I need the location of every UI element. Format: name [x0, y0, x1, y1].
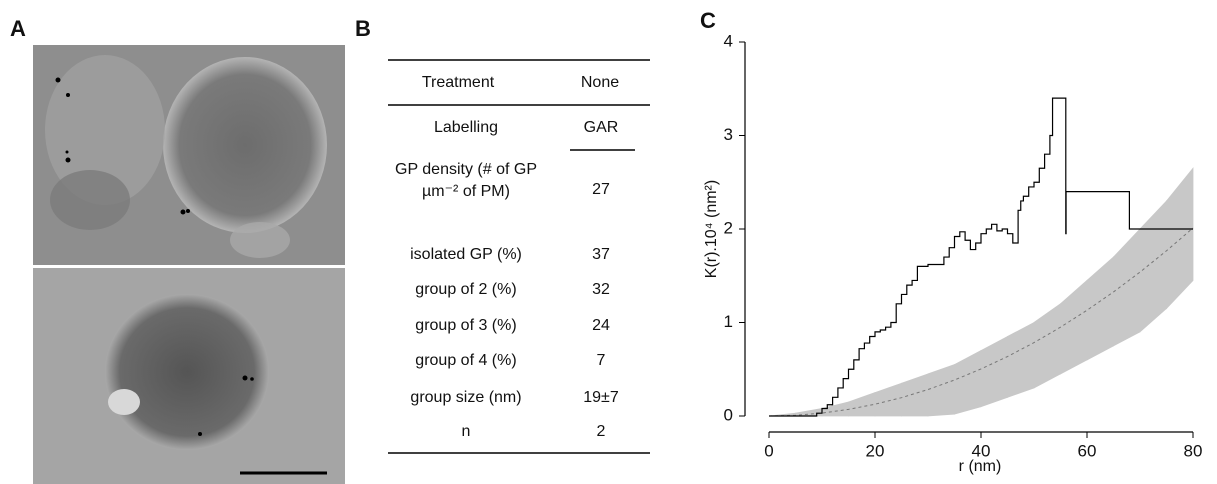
- table-cell: 27: [592, 181, 610, 198]
- micrograph-bottom: [33, 268, 345, 484]
- envelope-band: [1033, 303, 1061, 389]
- expected-line: [768, 227, 1194, 417]
- envelope-band: [1166, 167, 1194, 310]
- x-tick-label: 20: [866, 441, 885, 460]
- envelope-band: [954, 349, 982, 415]
- table-cell: group of 2 (%): [415, 281, 517, 298]
- table-cell: 19±7: [583, 389, 619, 406]
- panel-label: B: [355, 16, 371, 41]
- y-tick-label: 1: [724, 312, 733, 331]
- observed-step-line: [769, 97, 1193, 417]
- envelope-band: [1086, 256, 1114, 361]
- envelope-band: [1139, 199, 1167, 333]
- table-cell: 7: [596, 352, 606, 369]
- table-cell: group of 3 (%): [415, 317, 517, 334]
- table-cell: Treatment: [421, 74, 495, 91]
- x-tick-label: 0: [764, 441, 773, 460]
- envelope-band: [901, 373, 929, 417]
- panel-label: C: [700, 8, 716, 33]
- y-tick-label: 2: [724, 218, 733, 237]
- envelope-band: [1113, 227, 1141, 347]
- table-cell: GP density (# of GP µm⁻² of PM): [395, 161, 537, 200]
- table-cell: n: [461, 423, 471, 440]
- table-cell: 24: [592, 317, 610, 334]
- micrograph-top: [33, 45, 345, 265]
- table-cell: GAR: [583, 119, 619, 136]
- panel-label: A: [10, 16, 26, 41]
- y-tick-label: 3: [724, 125, 733, 144]
- y-tick-label: 4: [724, 31, 733, 50]
- table-cell: isolated GP (%): [410, 246, 522, 263]
- envelope-band: [1007, 321, 1035, 398]
- x-tick-label: 80: [1184, 441, 1203, 460]
- envelope-band: [927, 364, 955, 417]
- envelope-band: [874, 382, 902, 417]
- table-cell: 32: [592, 281, 610, 298]
- y-tick-label: 0: [724, 405, 733, 424]
- x-tick-label: 60: [1078, 441, 1097, 460]
- table-cell: group size (nm): [410, 389, 522, 406]
- x-axis-label: r (nm): [959, 458, 1002, 475]
- y-axis-label: K(r).10⁴ (nm²): [703, 180, 720, 278]
- table-cell: group of 4 (%): [415, 352, 517, 369]
- table-cell: None: [580, 74, 620, 91]
- envelope-band: [848, 392, 876, 417]
- table-cell: 2: [596, 423, 606, 440]
- envelope-band: [980, 335, 1008, 408]
- x-tick-label: 40: [972, 441, 991, 460]
- envelope-band: [1060, 279, 1088, 375]
- table-cell: Labelling: [433, 119, 499, 136]
- table-cell: 37: [592, 246, 610, 263]
